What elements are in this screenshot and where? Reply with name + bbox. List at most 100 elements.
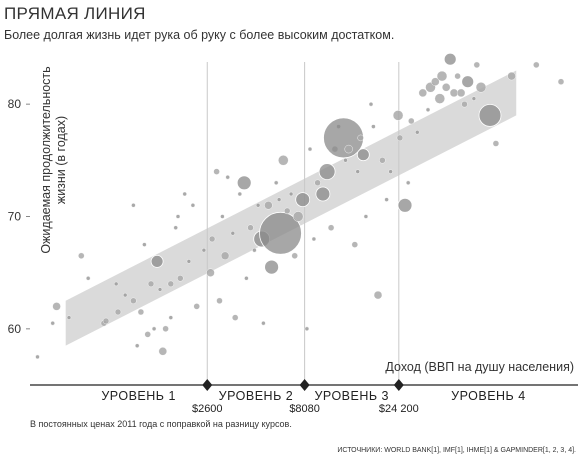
data-point (147, 280, 155, 288)
threshold-marker (299, 379, 310, 391)
data-point (475, 82, 487, 93)
data-point (237, 191, 243, 197)
data-point (327, 224, 335, 231)
y-tick-label: 80 (8, 97, 22, 111)
data-point (507, 71, 516, 81)
data-point (144, 331, 151, 338)
data-point (371, 124, 376, 129)
data-point (50, 321, 55, 326)
data-point (295, 192, 311, 208)
data-point (288, 191, 294, 197)
data-point (351, 241, 358, 248)
data-point (304, 326, 310, 331)
data-point (113, 281, 119, 287)
data-point (236, 175, 252, 191)
data-point (158, 347, 168, 356)
data-point (114, 308, 122, 316)
level-label-2: УРОВЕНЬ 2 (219, 389, 294, 403)
data-point (193, 303, 200, 310)
data-point (533, 61, 540, 69)
data-point (213, 168, 220, 175)
data-point (52, 302, 61, 311)
data-point (85, 276, 91, 281)
data-point (478, 104, 502, 127)
data-point (343, 158, 348, 163)
data-point (293, 211, 304, 222)
data-point (252, 247, 257, 253)
chart-subtitle: Более долгая жизнь идет рука об руку с б… (4, 28, 395, 42)
data-point (162, 325, 169, 332)
data-point (264, 259, 280, 275)
data-point (408, 117, 415, 125)
data-point (406, 180, 411, 186)
data-point (284, 207, 291, 215)
data-point (368, 101, 374, 107)
data-point (231, 314, 239, 321)
data-point (425, 107, 431, 113)
data-point (278, 155, 289, 166)
data-point (363, 214, 369, 219)
data-point (167, 280, 175, 288)
data-point (137, 308, 145, 316)
data-point (261, 321, 266, 326)
data-point (471, 96, 477, 101)
y-tick-label: 70 (8, 210, 22, 224)
data-point (318, 163, 336, 181)
data-point (442, 83, 451, 92)
footnote: В постоянных ценах 2011 года с поправкой… (30, 419, 292, 429)
data-point (168, 315, 174, 320)
data-point (122, 292, 128, 298)
data-point (315, 186, 331, 202)
data-point (216, 297, 223, 304)
data-point (220, 251, 230, 261)
data-point (415, 130, 420, 135)
y-axis-label: Ожидаемая продолжительностьжизни (в года… (39, 66, 68, 253)
data-point (436, 70, 448, 82)
data-point (206, 268, 215, 277)
data-point (291, 252, 298, 260)
data-point (418, 88, 427, 98)
chart-title: ПРЯМАЯ ЛИНИЯ (4, 4, 146, 23)
data-point (355, 169, 360, 174)
data-point (259, 211, 302, 255)
trend-band (65, 70, 517, 346)
data-point (454, 72, 461, 80)
data-point (557, 78, 565, 85)
data-point (456, 88, 466, 98)
data-point (356, 148, 370, 162)
level-label-4: УРОВЕНЬ 4 (451, 389, 526, 403)
data-point (274, 180, 279, 186)
data-point (264, 201, 273, 210)
data-point (388, 169, 393, 174)
data-point (276, 197, 282, 202)
data-point (492, 140, 500, 147)
data-point (190, 203, 196, 208)
data-point (461, 75, 475, 89)
data-point (396, 134, 404, 142)
data-point (142, 242, 147, 247)
data-point (134, 343, 140, 348)
data-point (255, 203, 261, 208)
data-point (392, 110, 404, 121)
data-point (131, 203, 136, 208)
data-point (434, 93, 445, 104)
data-point (397, 197, 413, 213)
data-point (175, 214, 181, 219)
data-point (311, 236, 317, 242)
data-point (220, 214, 225, 219)
threshold-label: $2600 (192, 403, 223, 415)
threshold-label: $8080 (289, 403, 320, 415)
data-point (182, 191, 187, 197)
data-point (150, 254, 164, 268)
data-point (102, 317, 110, 325)
data-point (443, 52, 457, 66)
data-point (307, 146, 313, 152)
data-point (201, 247, 207, 253)
data-point (449, 88, 459, 98)
data-point (173, 225, 178, 230)
data-point (208, 235, 216, 243)
data-point (157, 287, 163, 292)
data-point (357, 134, 364, 142)
source-note: ИСТОЧНИКИ: WORLD BANK[1], IMF[1], IHME[1… (337, 447, 576, 454)
